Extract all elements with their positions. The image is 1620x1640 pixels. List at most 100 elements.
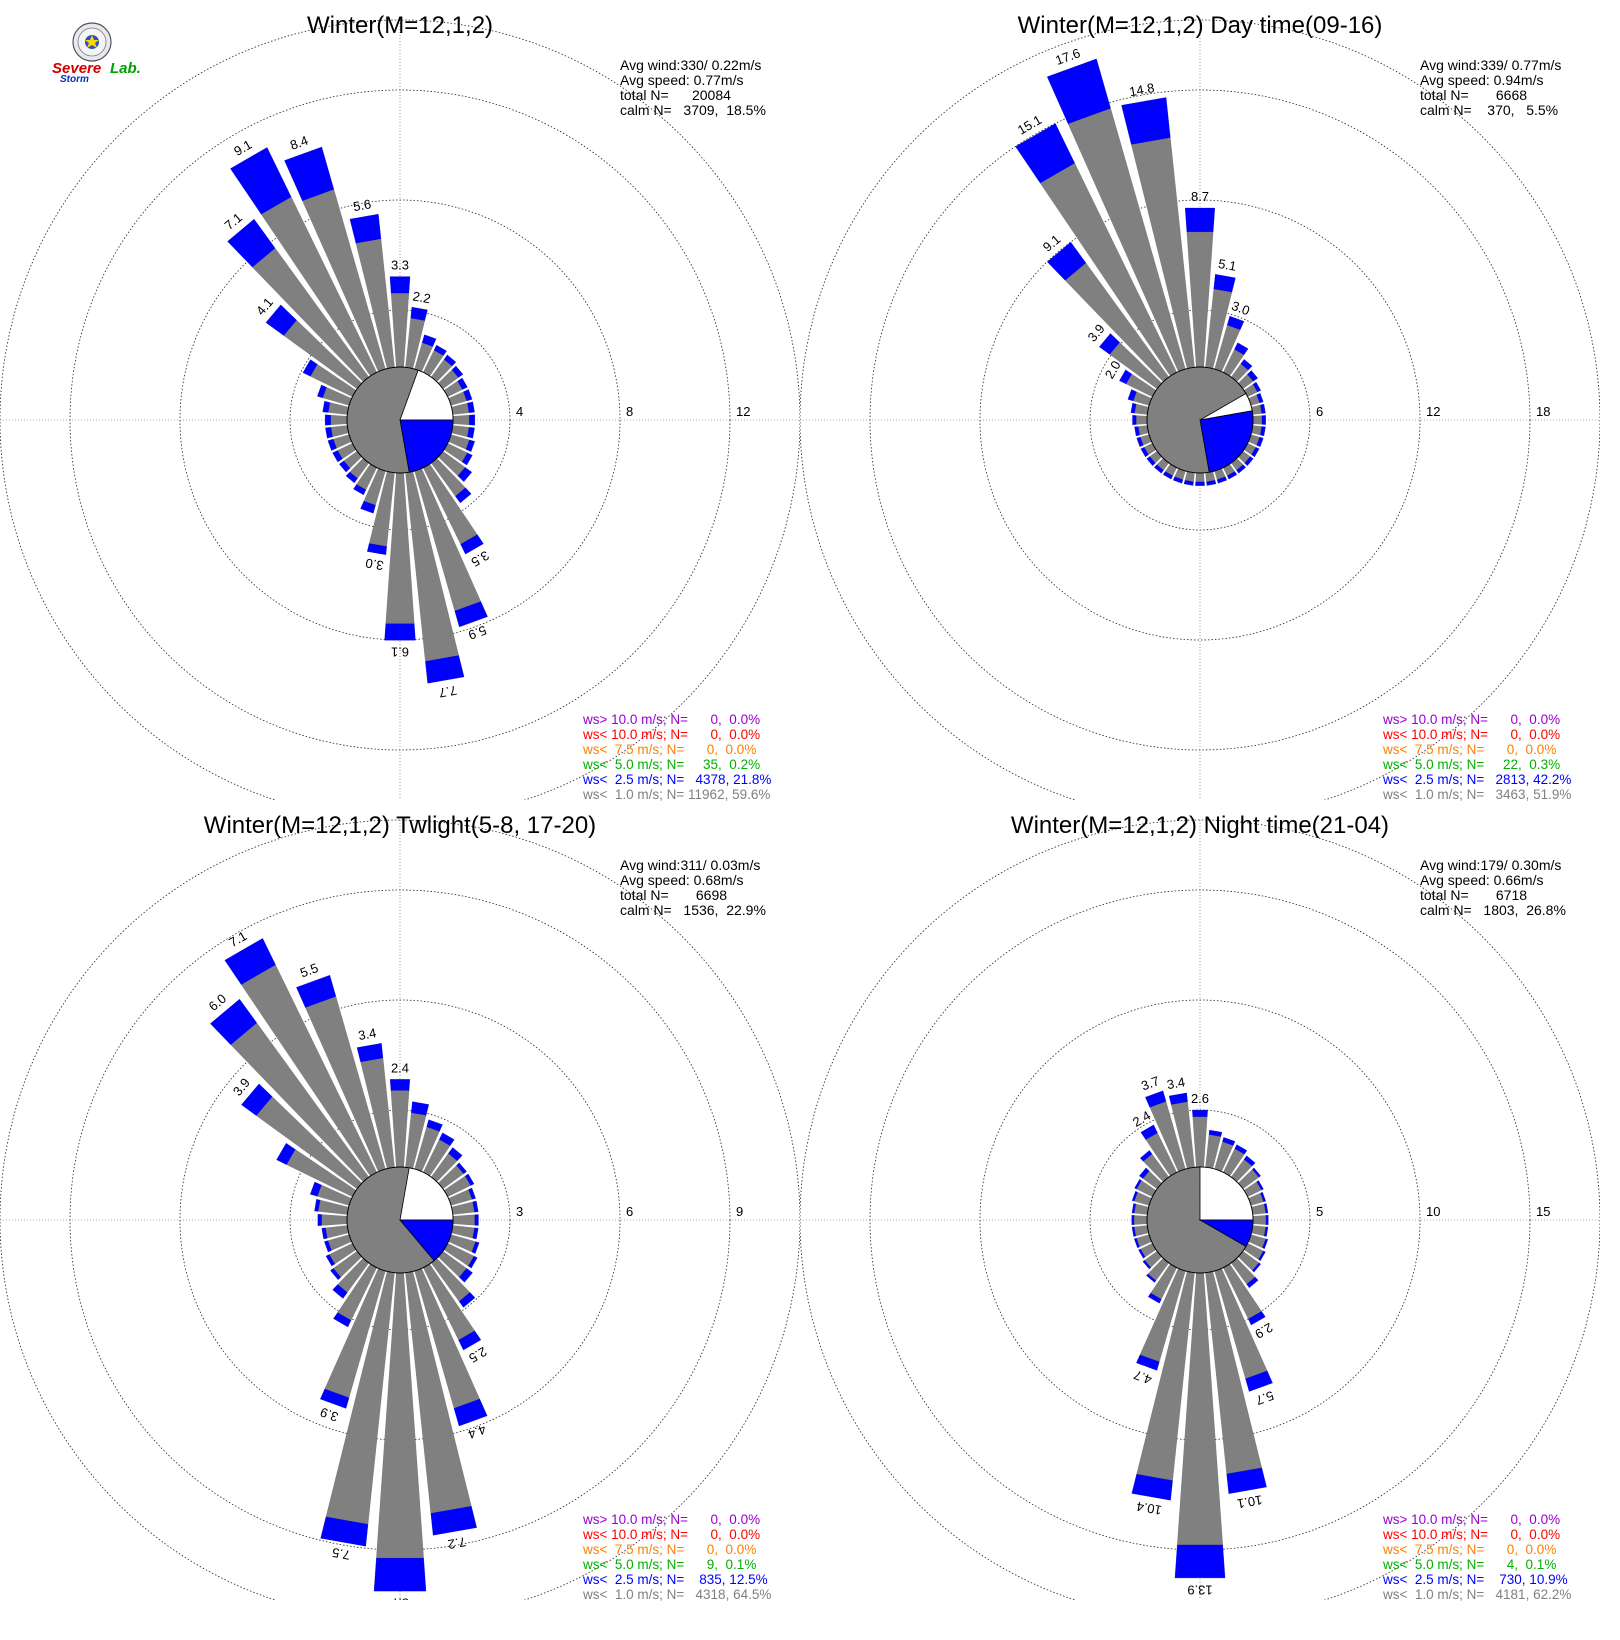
bar-value-label: 2.5 xyxy=(466,1344,489,1366)
bar-segment-lt1 xyxy=(1195,472,1205,483)
bar-segment-lt2-5 xyxy=(353,484,367,496)
bar-segment-lt2-5 xyxy=(1240,359,1253,371)
bar-value-label: 7.7 xyxy=(438,683,458,701)
bar-segment-lt2-5 xyxy=(210,998,257,1045)
bar-segment-lt2-5 xyxy=(463,389,473,402)
bar-segment-lt2-5 xyxy=(330,1268,341,1280)
legend-item-lt5: ws< 5.0 m/s; N= 35, 0.2% xyxy=(583,757,761,772)
logo-text-lab: Lab. xyxy=(110,60,141,77)
bar-segment-lt2-5 xyxy=(310,1181,322,1197)
legend: ws> 10.0 m/s; N= 0, 0.0% ws< 10.0 m/s; N… xyxy=(583,1512,771,1602)
bar-value-label: 5.6 xyxy=(352,196,372,214)
bar-segment-lt2-5 xyxy=(349,213,382,244)
bar-segment-lt2-5 xyxy=(384,623,416,641)
legend: ws> 10.0 m/s; N= 0, 0.0% ws< 10.0 m/s; N… xyxy=(1383,1512,1571,1602)
bar-segment-lt2-5 xyxy=(1174,1544,1226,1579)
bar-segment-lt2-5 xyxy=(1142,1260,1152,1270)
bar-segment-lt2-5 xyxy=(324,1240,332,1253)
bar-segment-lt2-5 xyxy=(1134,1238,1140,1249)
bar-segment-lt1 xyxy=(1251,1203,1267,1215)
bar-segment-lt2-5 xyxy=(458,1330,482,1351)
bar-segment-lt2-5 xyxy=(1183,480,1194,486)
bar-segment-lt2-5 xyxy=(325,1254,335,1267)
bar-value-label: 2.4 xyxy=(391,1060,409,1075)
bar-segment-lt2-5 xyxy=(1213,274,1236,293)
legend-item-lt5: ws< 5.0 m/s; N= 9, 0.1% xyxy=(583,1557,757,1572)
bar-segment-lt2-5 xyxy=(296,975,337,1008)
avg-speed: Avg speed: 0.94m/s xyxy=(1420,72,1544,88)
bar-segment-lt2-5 xyxy=(1140,447,1149,458)
bar-segment-lt2-5 xyxy=(1234,1144,1248,1155)
bar-segment-lt2-5 xyxy=(332,450,343,463)
bar-segment-lt2-5 xyxy=(265,304,297,336)
bar-segment-lt2-5 xyxy=(1192,1109,1208,1117)
bar-segment-lt2-5 xyxy=(320,1516,369,1547)
legend: ws> 10.0 m/s; N= 0, 0.0% ws< 10.0 m/s; N… xyxy=(583,712,771,802)
bar-segment-lt2-5 xyxy=(1139,1167,1150,1179)
bar-value-label: 14.8 xyxy=(1128,80,1156,99)
bar-segment-lt2-5 xyxy=(1185,207,1215,232)
bar-segment-lt1 xyxy=(390,292,410,368)
bar-segment-lt2-5 xyxy=(1148,1292,1162,1304)
legend-item-lt1: ws< 1.0 m/s; N= 4181, 62.2% xyxy=(1383,1587,1572,1602)
bar-segment-lt2-5 xyxy=(1248,1311,1266,1326)
bar-value-label: 17.6 xyxy=(1053,45,1082,68)
bar-segment-lt2-5 xyxy=(465,1173,475,1186)
bar-value-label: 3.0 xyxy=(364,555,384,573)
bar-segment-lt2-5 xyxy=(320,1388,350,1409)
logo-text-storm: Storm xyxy=(60,74,89,85)
total-n: total N= 6718 xyxy=(1420,887,1528,903)
bar-segment-lt2-5 xyxy=(1146,456,1156,466)
blue-wedge xyxy=(1199,410,1254,473)
bar-segment-lt1 xyxy=(1133,1225,1149,1237)
bar-segment-lt2-5 xyxy=(302,359,318,377)
bar-segment-lt1 xyxy=(390,1090,410,1168)
legend-item-lt7-5: ws< 7.5 m/s; N= 0, 0.0% xyxy=(1383,1542,1557,1557)
bar-value-label: 10.1 xyxy=(1236,1492,1264,1511)
legend-item-lt7-5: ws< 7.5 m/s; N= 0, 0.0% xyxy=(583,742,757,757)
bar-value-label: 7.1 xyxy=(226,928,249,950)
bar-value-label: 3.0 xyxy=(1230,298,1252,318)
bar-segment-lt2-5 xyxy=(433,344,447,356)
bar-segment-lt2-5 xyxy=(1140,1150,1153,1162)
bar-segment-lt2-5 xyxy=(321,1227,328,1240)
logo-text-severe: Severe xyxy=(52,60,102,77)
bar-segment-lt2-5 xyxy=(332,1284,348,1299)
legend-item-lt2-5: ws< 2.5 m/s; N= 835, 12.5% xyxy=(583,1572,768,1587)
bar-segment-lt2-5 xyxy=(468,1255,478,1269)
bar-segment-lt2-5 xyxy=(443,354,457,367)
bar-segment-lt2-5 xyxy=(465,439,475,452)
bar-segment-lt2-5 xyxy=(314,1199,321,1212)
bar-segment-lt2-5 xyxy=(1132,415,1137,425)
bar-segment-lt2-5 xyxy=(1131,1226,1136,1237)
total-n: total N= 6668 xyxy=(1420,87,1528,103)
legend-item-gt10: ws> 10.0 m/s; N= 0, 0.0% xyxy=(583,1512,761,1527)
bar-segment-lt1 xyxy=(321,1214,348,1226)
bar-segment-lt2-5 xyxy=(356,1043,384,1063)
bar-value-label: 5.7 xyxy=(1254,1388,1276,1408)
bar-segment-lt2-5 xyxy=(1168,1092,1188,1105)
bar-segment-lt2-5 xyxy=(1251,447,1260,458)
bar-segment-lt2-5 xyxy=(1015,123,1075,184)
legend-item-lt10: ws< 10.0 m/s; N= 0, 0.0% xyxy=(1383,727,1561,742)
bar-value-label: 3.5 xyxy=(469,548,492,570)
calm-wedge xyxy=(399,1167,454,1221)
bar-value-label: 7.1 xyxy=(222,210,245,233)
legend-item-lt1: ws< 1.0 m/s; N= 4318, 64.5% xyxy=(583,1587,772,1602)
bar-segment-lt2-5 xyxy=(1234,342,1249,355)
bar-segment-lt2-5 xyxy=(1131,1203,1136,1214)
bar-segment-lt2-5 xyxy=(1145,1090,1167,1108)
calm-n: calm N= 370, 5.5% xyxy=(1420,102,1559,118)
stats-block: Avg wind:339/ 0.77m/s Avg speed: 0.94m/s… xyxy=(1420,58,1561,118)
bar-segment-lt2-5 xyxy=(1130,403,1137,414)
bar-segment-lt2-5 xyxy=(1260,426,1266,437)
bar-segment-lt2-5 xyxy=(453,1398,488,1427)
bar-segment-lt2-5 xyxy=(1173,476,1184,484)
bar-value-label: 3.4 xyxy=(1166,1074,1186,1092)
bar-segment-lt2-5 xyxy=(425,655,465,684)
chart-title: Winter(M=12,1,2) xyxy=(306,12,494,39)
avg-wind: Avg wind:330/ 0.22m/s xyxy=(620,57,762,73)
bar-segment-lt2-5 xyxy=(1252,381,1262,393)
windrose-panel-day: 6 12 18 2.0 3.9 9.1 15.1 17.6 14.8 8.7 5.1 3.0 Wint… xyxy=(800,0,1600,802)
legend-item-lt1: ws< 1.0 m/s; N= 11962, 59.6% xyxy=(583,787,771,802)
